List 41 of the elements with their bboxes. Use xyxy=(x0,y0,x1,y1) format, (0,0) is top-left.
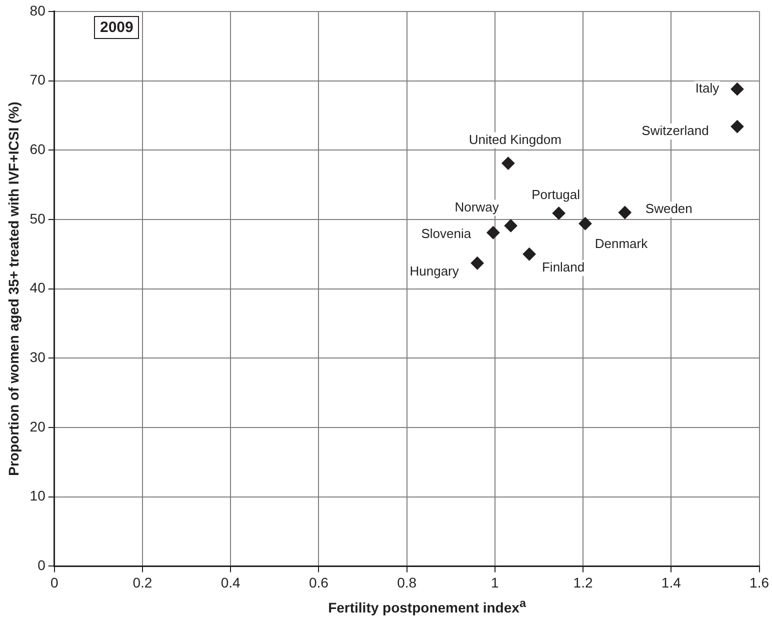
point xyxy=(504,219,518,232)
annotation: Sweden xyxy=(645,201,692,216)
point xyxy=(522,248,536,261)
y-tick-label: 50 xyxy=(30,210,46,226)
annotation: Switzerland xyxy=(642,123,709,138)
x-tick-label: 1.4 xyxy=(661,574,682,590)
y-tick-label: 80 xyxy=(30,2,46,18)
x-tick-label: 1.6 xyxy=(750,574,770,590)
annotation: United Kingdom xyxy=(468,132,562,147)
x-tick-label: 0.4 xyxy=(220,574,241,590)
x-tick-label: 0.6 xyxy=(308,574,329,590)
point xyxy=(730,82,744,96)
y-tick-label: 30 xyxy=(30,349,46,366)
x-tick-label: 1 xyxy=(491,574,500,590)
annotation: Slovenia xyxy=(421,226,472,242)
y-tick-label: 10 xyxy=(30,488,46,504)
annotation: Finland xyxy=(542,260,585,275)
x-tick-label: 0.2 xyxy=(132,574,152,590)
annotation: Italy xyxy=(695,80,720,96)
annotation: Hungary xyxy=(410,264,460,279)
point xyxy=(502,156,515,170)
point xyxy=(578,217,592,230)
y-tick-label: 0 xyxy=(38,557,46,574)
y-tick-label: 20 xyxy=(30,418,46,434)
text: 2009 xyxy=(94,16,140,39)
point xyxy=(486,226,500,240)
point xyxy=(552,206,566,220)
point xyxy=(618,206,632,220)
annotation: Norway xyxy=(454,199,500,214)
y-tick-label: 40 xyxy=(30,280,46,296)
x-tick-label: 0.8 xyxy=(397,574,417,590)
y-axis-title: Proportion of women aged 35+ treated with IVF+ICSI (%) xyxy=(5,102,22,476)
annotation: Denmark xyxy=(594,236,648,252)
point xyxy=(470,256,484,270)
y-tick-label: 60 xyxy=(30,140,46,157)
x-axis-title: Fertility postponement index$^{a}$ xyxy=(327,597,527,616)
annotation: Portugal xyxy=(532,186,580,202)
y-tick-label: 70 xyxy=(30,72,46,88)
point xyxy=(730,120,744,134)
x-tick-label: 0 xyxy=(50,574,58,590)
x-tick-label: 1.2 xyxy=(573,574,593,590)
